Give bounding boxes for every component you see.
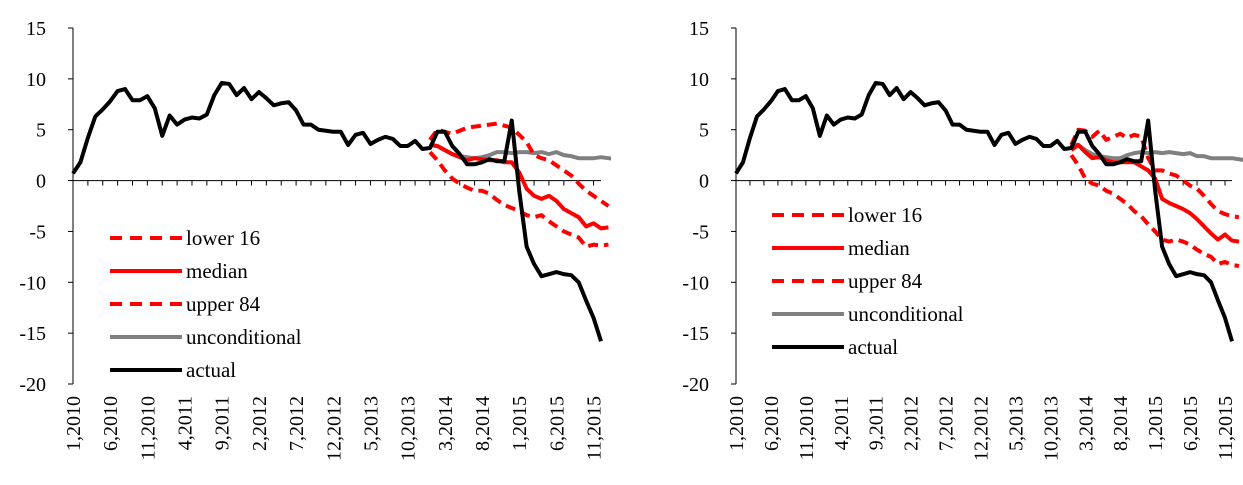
x-tick-label: 11,2015: [584, 396, 606, 460]
series-line-lower-16: [1069, 127, 1240, 220]
y-tick-label: 0: [699, 171, 709, 193]
legend-label: lower 16: [186, 226, 260, 250]
x-tick-label: 6,2015: [546, 396, 568, 451]
y-tick-label: -20: [682, 374, 709, 396]
x-tick-label: 8,2014: [472, 396, 494, 451]
y-tick-label: -5: [692, 221, 709, 243]
x-tick-label: 2,2012: [901, 396, 923, 451]
series-line-upper-84: [1069, 154, 1240, 268]
x-tick-label: 11,2015: [1215, 396, 1237, 460]
legend-label: upper 84: [848, 269, 923, 293]
series-line-actual: [71, 80, 603, 342]
x-tick-label: 1,2010: [726, 396, 748, 451]
y-tick-label: 5: [36, 120, 46, 142]
x-tick-label: 7,2012: [936, 396, 958, 451]
x-tick-label: 12,2012: [971, 396, 993, 461]
x-tick-label: 10,2013: [1040, 396, 1062, 461]
y-tick-label: -10: [19, 272, 46, 294]
series-line-actual: [734, 80, 1234, 342]
x-tick-label: 1,2010: [63, 396, 85, 451]
x-tick-label: 11,2010: [796, 396, 818, 460]
legend-label: median: [848, 236, 910, 260]
x-tick-label: 12,2012: [323, 396, 345, 461]
y-tick-label: -15: [682, 323, 709, 345]
y-tick-label: -15: [19, 323, 46, 345]
series-line-upper-84: [428, 150, 609, 249]
legend-label: unconditional: [186, 325, 302, 349]
x-tick-label: 3,2014: [1075, 396, 1097, 451]
y-tick-label: 15: [26, 18, 46, 40]
x-tick-label: 8,2014: [1110, 396, 1132, 451]
x-tick-label: 3,2014: [435, 396, 457, 451]
x-tick-label: 4,2011: [831, 396, 853, 450]
forecast-chart-right: -20 -15 -10 -5 0 5 10 15 1,2010 6,2010 11,2010 4,20…: [682, 18, 1243, 461]
y-tick-label: -5: [29, 221, 46, 243]
legend-label: lower 16: [848, 203, 922, 227]
x-tick-label: 5,2013: [1005, 396, 1027, 451]
forecast-chart-left: -20 -15 -10 -5 0 5 10 15 1,2010 6,2010 11,2010 4,20…: [19, 18, 611, 461]
y-tick-label: 0: [36, 171, 46, 193]
x-tick-label: 1,2015: [509, 396, 531, 451]
x-tick-label: 6,2010: [100, 396, 122, 451]
legend-label: actual: [186, 358, 236, 382]
x-tick-label: 2,2012: [249, 396, 271, 451]
x-tick-label: 7,2012: [286, 396, 308, 451]
y-tick-label: 5: [699, 120, 709, 142]
x-tick-label: 6,2015: [1180, 396, 1202, 451]
legend-label: actual: [848, 335, 898, 359]
series-line-lower-16: [428, 121, 610, 208]
x-tick-label: 1,2015: [1145, 396, 1167, 451]
x-tick-label: 9,2011: [212, 396, 234, 450]
x-tick-label: 11,2010: [137, 396, 159, 460]
x-tick-label: 4,2011: [175, 396, 197, 450]
x-tick-label: 10,2013: [398, 396, 420, 461]
legend-label: upper 84: [186, 292, 261, 316]
legend-label: unconditional: [848, 302, 964, 326]
x-tick-label: 6,2010: [761, 396, 783, 451]
x-tick-label: 9,2011: [866, 396, 888, 450]
y-tick-label: 15: [689, 18, 709, 40]
y-tick-label: -10: [682, 272, 709, 294]
legend-label: median: [186, 259, 248, 283]
x-tick-label: 5,2013: [360, 396, 382, 451]
y-tick-label: -20: [19, 374, 46, 396]
y-tick-label: 10: [689, 69, 709, 91]
y-tick-label: 10: [26, 69, 46, 91]
